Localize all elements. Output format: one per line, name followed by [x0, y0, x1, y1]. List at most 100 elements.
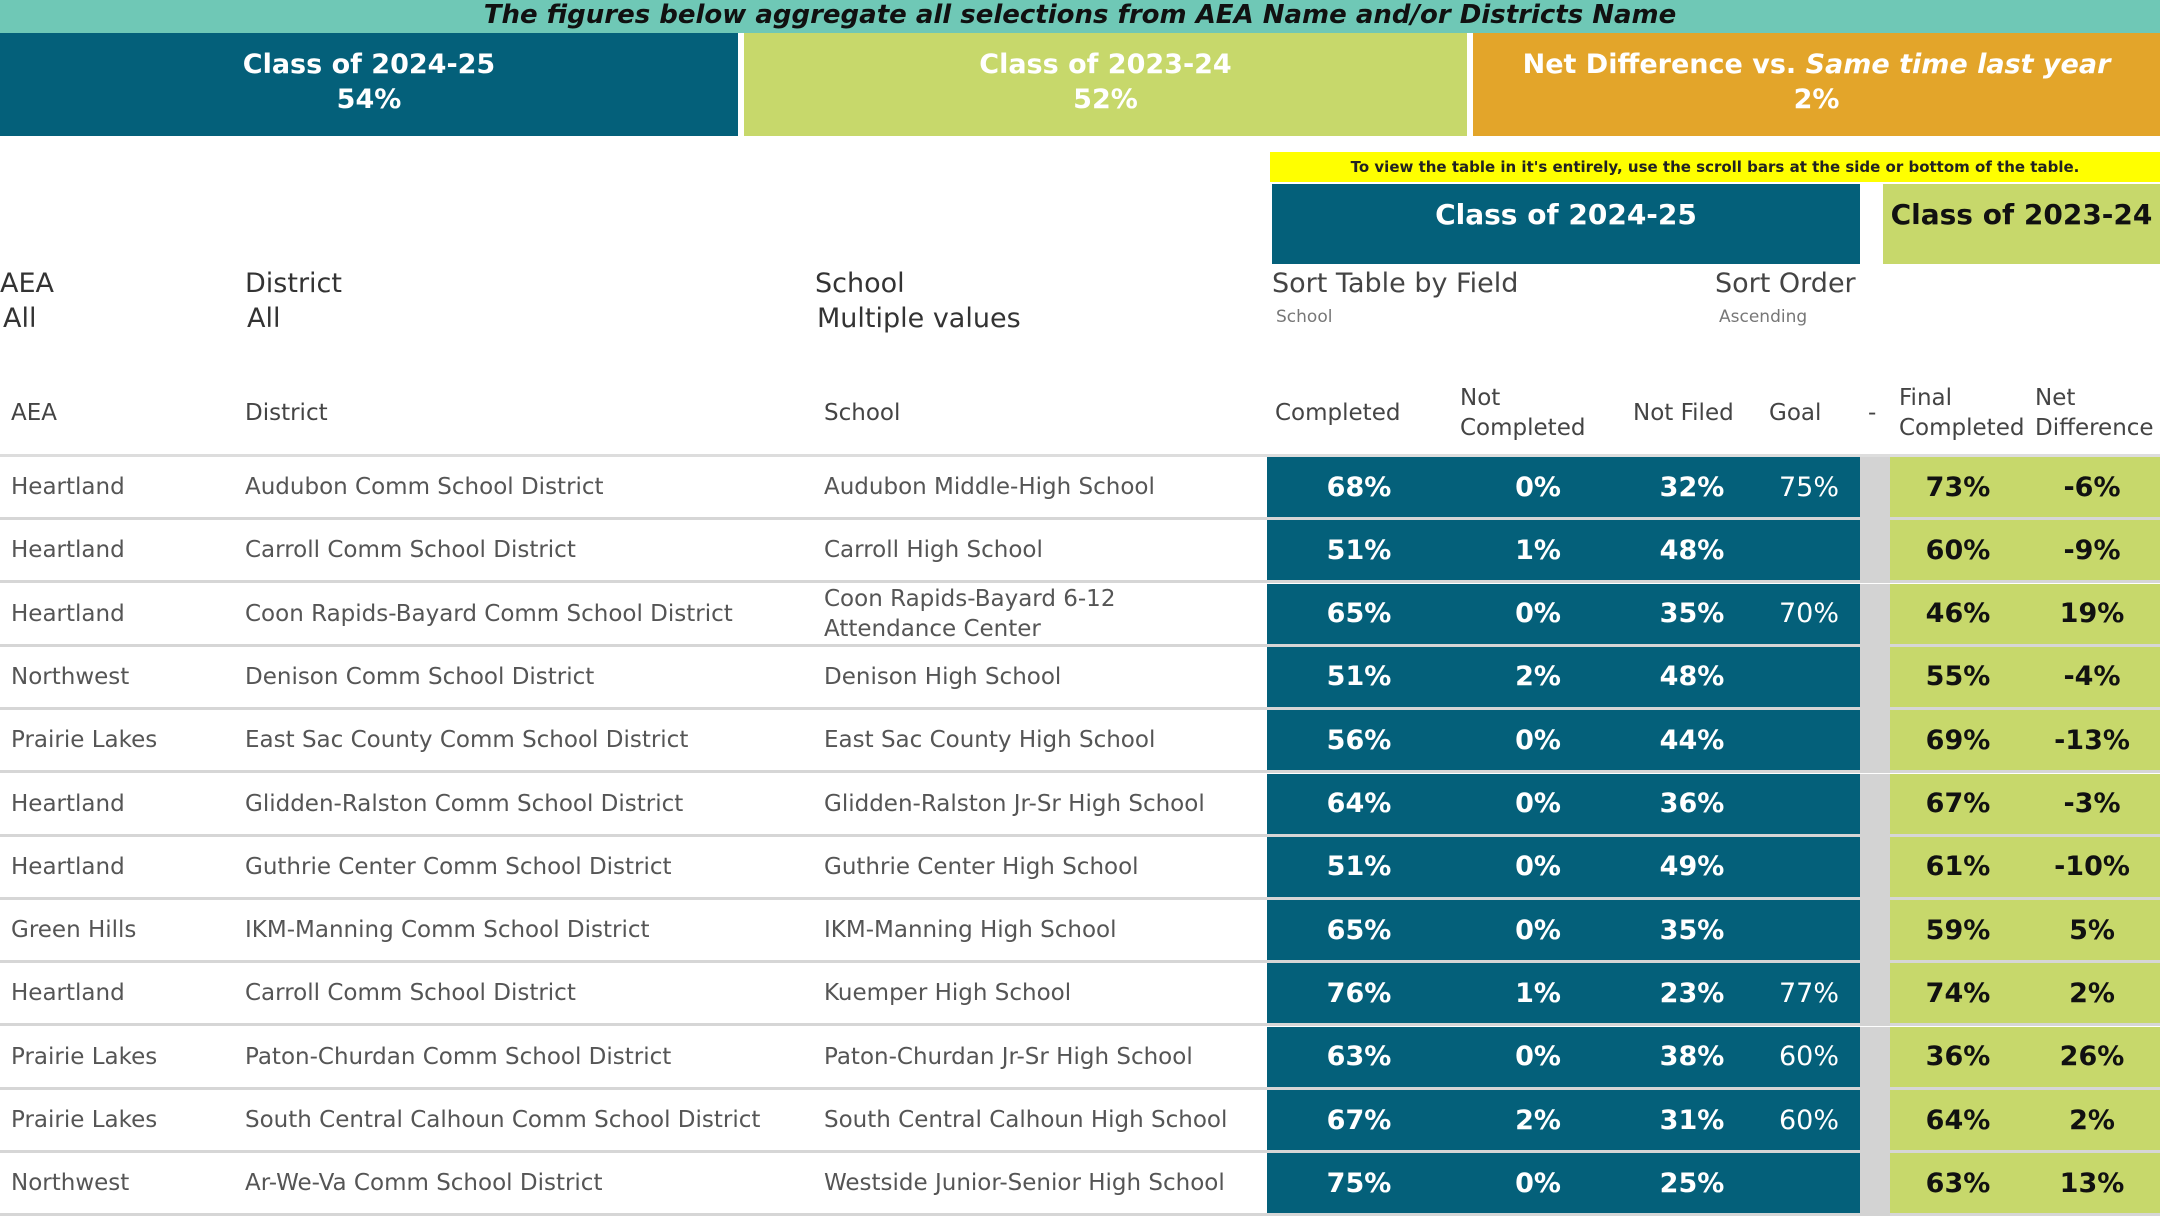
spacer-band	[1860, 1026, 1890, 1090]
spacer-band	[1860, 520, 1890, 584]
cell-not-filed: 35%	[1659, 598, 1725, 630]
cell-district: South Central Calhoun Comm School Distri…	[245, 1107, 761, 1133]
cell-aea: Green Hills	[11, 917, 137, 944]
cell-aea: Heartland	[11, 980, 125, 1007]
current-band	[1267, 583, 1860, 644]
cell-district: Audubon Comm School District	[245, 474, 604, 500]
cell-goal	[1749, 647, 1869, 707]
cell-completed: 51%	[1326, 534, 1392, 566]
group-header-previous: Class of 2023-24	[1883, 184, 2160, 264]
previous-band	[1890, 583, 2160, 644]
cell-school: Carroll High School	[824, 537, 1043, 564]
cell-net-difference: 19%	[2059, 598, 2125, 630]
cell-aea: Heartland	[11, 853, 125, 880]
cell-net-difference: 2%	[2069, 977, 2115, 1009]
col-header-not-completed[interactable]: Not Completed	[1460, 385, 1586, 441]
col-header-final-completed[interactable]: Final Completed	[1899, 385, 2025, 441]
table-row[interactable]: Green Hills IKM-Manning Comm School Distr…	[0, 900, 2160, 964]
header-divider	[0, 454, 2160, 457]
table-row[interactable]: Prairie Lakes South Central Calhoun Comm …	[0, 1090, 2160, 1153]
cell-final-completed: 61%	[1925, 851, 1991, 883]
kpi-previous-class: Class of 2023-24 52%	[744, 33, 1467, 136]
cell-not-completed: 0%	[1515, 724, 1561, 756]
spacer-band	[1860, 773, 1890, 837]
table-row[interactable]: Heartland Carroll Comm School District Car…	[0, 520, 2160, 584]
cell-not-filed: 48%	[1659, 534, 1725, 566]
cell-not-completed: 0%	[1515, 914, 1561, 946]
spacer-band	[1860, 646, 1890, 710]
col-header-goal[interactable]: Goal	[1769, 400, 1822, 426]
table-row[interactable]: Heartland Carroll Comm School District Kue…	[0, 963, 2160, 1027]
cell-completed: 67%	[1326, 1104, 1392, 1136]
kpi-net-difference: Net Difference vs. Same time last year 2…	[1473, 33, 2160, 136]
cell-final-completed: 63%	[1925, 1167, 1991, 1199]
table-row[interactable]: Northwest Ar-We-Va Comm School District We…	[0, 1153, 2160, 1216]
col-header-completed[interactable]: Completed	[1275, 400, 1401, 426]
sort-field-value[interactable]: School	[1276, 307, 1333, 327]
filter-aea-label: AEA	[0, 268, 54, 299]
filter-district-value[interactable]: All	[247, 303, 281, 334]
cell-school: IKM-Manning High School	[824, 917, 1117, 944]
cell-not-filed: 44%	[1659, 724, 1725, 756]
table-row[interactable]: Heartland Glidden-Ralston Comm School Dis…	[0, 773, 2160, 837]
cell-school: Paton-Churdan Jr-Sr High School	[824, 1043, 1193, 1070]
cell-school: East Sac County High School	[824, 727, 1156, 754]
sort-order-label: Sort Order	[1715, 268, 1856, 299]
cell-final-completed: 69%	[1925, 724, 1991, 756]
previous-band	[1890, 520, 2160, 581]
kpi-current-label: Class of 2024-25	[242, 49, 496, 80]
cell-district: Coon Rapids-Bayard Comm School District	[245, 600, 733, 627]
cell-final-completed: 46%	[1925, 598, 1991, 630]
cell-net-difference: 5%	[2069, 914, 2115, 946]
cell-completed: 65%	[1326, 598, 1392, 630]
table-row[interactable]: Northwest Denison Comm School District Den…	[0, 646, 2160, 710]
table-row[interactable]: Heartland Guthrie Center Comm School Dist…	[0, 836, 2160, 900]
col-header-net-difference[interactable]: Net Difference	[2035, 385, 2154, 441]
current-band	[1267, 520, 1860, 581]
cell-completed: 68%	[1326, 471, 1392, 503]
cell-final-completed: 36%	[1925, 1041, 1991, 1073]
cell-school: Westside Junior-Senior High School	[824, 1170, 1225, 1197]
cell-not-completed: 0%	[1515, 788, 1561, 819]
cell-final-completed: 74%	[1925, 977, 1991, 1009]
cell-aea: Northwest	[11, 663, 130, 690]
cell-school: Coon Rapids-Bayard 6-12 Attendance Cente…	[824, 585, 1116, 642]
spacer-band	[1860, 836, 1890, 900]
cell-final-completed: 67%	[1925, 788, 1991, 819]
current-band	[1267, 1026, 1860, 1087]
col-header-aea[interactable]: AEA	[11, 400, 57, 426]
sort-order-value[interactable]: Ascending	[1719, 307, 1808, 327]
cell-completed: 76%	[1326, 977, 1392, 1009]
cell-completed: 65%	[1326, 914, 1392, 946]
cell-district: Guthrie Center Comm School District	[245, 853, 672, 880]
previous-band	[1890, 836, 2160, 897]
spacer-band	[1860, 900, 1890, 964]
table-row[interactable]: Prairie Lakes Paton-Churdan Comm School D…	[0, 1026, 2160, 1090]
cell-final-completed: 73%	[1925, 471, 1991, 503]
previous-band	[1890, 963, 2160, 1024]
cell-district: Denison Comm School District	[245, 663, 595, 690]
current-band	[1267, 646, 1860, 707]
cell-goal	[1749, 520, 1869, 580]
table-row[interactable]: Heartland Audubon Comm School District Aud…	[0, 457, 2160, 520]
table-row[interactable]: Heartland Coon Rapids-Bayard Comm School …	[0, 583, 2160, 647]
cell-net-difference: 2%	[2069, 1104, 2115, 1136]
kpi-previous-label: Class of 2023-24	[979, 49, 1232, 80]
filter-aea-value[interactable]: All	[3, 303, 37, 334]
filter-school-value[interactable]: Multiple values	[817, 303, 1021, 334]
cell-final-completed: 60%	[1925, 534, 1991, 566]
previous-band	[1890, 457, 2160, 517]
filter-school-label: School	[815, 268, 905, 299]
cell-district: Carroll Comm School District	[245, 537, 576, 564]
col-header-district[interactable]: District	[245, 400, 328, 426]
cell-goal	[1749, 900, 1869, 960]
col-header-school[interactable]: School	[824, 400, 901, 426]
cell-goal	[1749, 774, 1869, 834]
table-row[interactable]: Prairie Lakes East Sac County Comm School…	[0, 710, 2160, 774]
cell-not-completed: 0%	[1515, 1041, 1561, 1073]
cell-not-filed: 49%	[1659, 851, 1725, 883]
cell-completed: 56%	[1326, 724, 1392, 756]
col-header-not-filed[interactable]: Not Filed	[1633, 400, 1734, 426]
cell-not-filed: 25%	[1659, 1167, 1725, 1199]
kpi-net-label-prefix: Net Difference vs.	[1522, 49, 1806, 80]
